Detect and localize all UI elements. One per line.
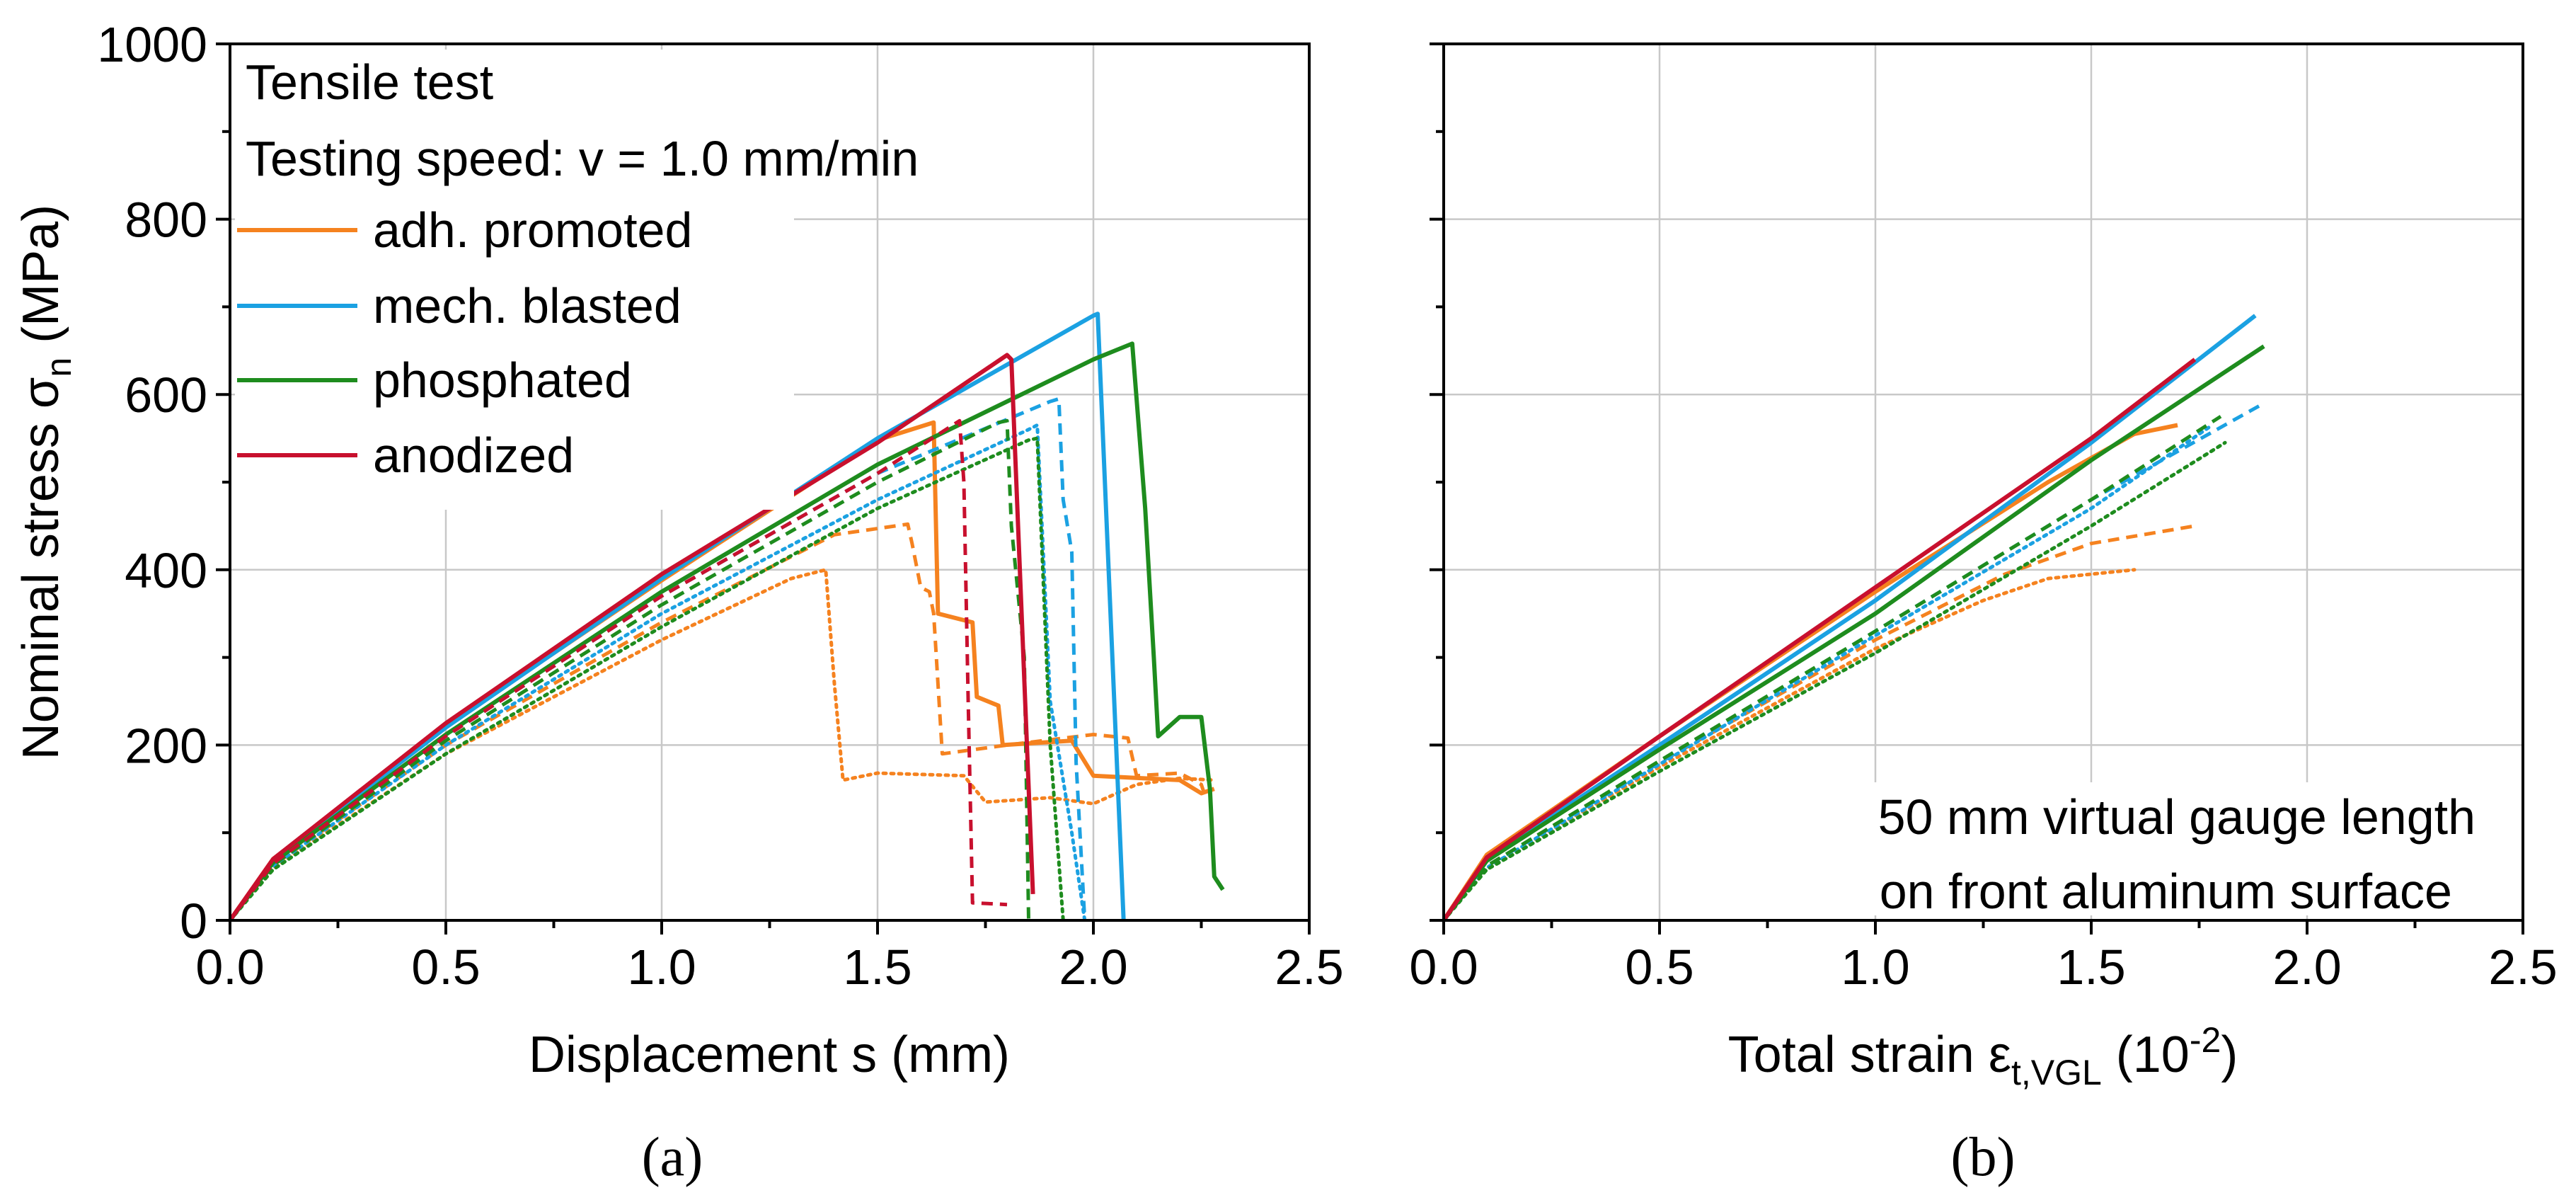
- panel-b-annotation-line2: on front aluminum surface: [1880, 864, 2452, 919]
- panel-b-caption: (b): [1951, 1126, 2016, 1187]
- panel-a-xtick-label: 1.0: [627, 939, 696, 995]
- panel-a-ytick-label: 400: [125, 543, 207, 598]
- panel-a-ytick-label: 200: [125, 718, 207, 773]
- panel-a-xtick-label: 1.5: [843, 939, 912, 995]
- panel-a-series-anodized-dashed: [230, 418, 1008, 920]
- panel-b-xlabel-unit: (10: [2102, 1027, 2190, 1083]
- panel-b-series-anodized-solid: [1444, 358, 2197, 920]
- panel-a-ytick-label: 1000: [97, 17, 207, 72]
- panel-a-annotation-speed: Testing speed: v = 1.0 mm/min: [246, 131, 919, 186]
- legend-label-anodized: anodized: [373, 428, 574, 483]
- panel-a-ylabel-main: Nominal stress σ: [13, 377, 69, 760]
- panel-b-xtick-label: 2.0: [2272, 939, 2341, 995]
- panel-b-annotation-background: [1695, 782, 2517, 915]
- panel-b-xlabel-main: Total strain ε: [1728, 1027, 2011, 1083]
- panel-a-series-adh-promoted-dashed: [230, 522, 1207, 920]
- panel-a-series-adh-promoted-dotted: [230, 568, 1217, 920]
- panel-b-series-phosphated-dashed: [1444, 415, 2222, 920]
- panel-b-xtick-label: 0.0: [1409, 939, 1478, 995]
- panel-a-xlabel: Displacement s (mm): [529, 1027, 1010, 1083]
- panel-a-xtick-label: 0.0: [195, 939, 264, 995]
- panel-a-series-phosphated-solid: [230, 341, 1225, 920]
- legend-label-adh-promoted: adh. promoted: [373, 202, 692, 258]
- panel-b-xlabel-close: ): [2221, 1027, 2238, 1083]
- panel-b: 0.0 0.5 1.0 1.5 2.0 2.5 50 mm virtual gauge l…: [1409, 42, 2558, 1187]
- panel-b-grid: [1444, 44, 2523, 920]
- panel-a-series: [230, 312, 1225, 920]
- panel-a-caption: (a): [642, 1126, 703, 1187]
- panel-b-ticks: 0.0 0.5 1.0 1.5 2.0 2.5: [1409, 42, 2558, 995]
- panel-b-xtick-label: 1.5: [2057, 939, 2125, 995]
- panel-b-xlabel-superscript: -2: [2190, 1020, 2221, 1060]
- panel-a-xtick-label: 2.5: [1275, 939, 1343, 995]
- panel-a-legend-background: [235, 50, 794, 510]
- panel-a-series-phosphated-dotted: [230, 436, 1065, 920]
- panel-a-annotation-title: Tensile test: [246, 55, 493, 110]
- panel-a-series-mech-blasted-dashed: [230, 396, 1087, 920]
- panel-a-series-mech-blasted-dotted: [230, 423, 1087, 920]
- panel-b-xlabel: Total strain εt,VGL (10-2): [1728, 1020, 2238, 1092]
- panel-a-ytick-label: 600: [125, 367, 207, 423]
- panel-a: 0.0 0.5 1.0 1.5 2.0 2.5 0 200 400 600 800 1000 Tens…: [13, 17, 1344, 1187]
- panel-a-xtick-label: 2.0: [1059, 939, 1127, 995]
- panel-a-ytick-label: 800: [125, 193, 207, 248]
- panel-a-ylabel-subscript: n: [39, 358, 79, 377]
- legend-label-phosphated: phosphated: [373, 353, 632, 408]
- panel-b-xtick-label: 2.5: [2488, 939, 2557, 995]
- panel-a-series-phosphated-dashed: [230, 418, 1030, 920]
- panel-b-xtick-label: 1.0: [1841, 939, 1909, 995]
- panel-b-xtick-label: 0.5: [1625, 939, 1694, 995]
- panel-a-xtick-label: 0.5: [411, 939, 480, 995]
- panel-b-series-phosphated-dotted: [1444, 440, 2227, 920]
- panel-b-annotation-line1: 50 mm virtual gauge length: [1878, 789, 2476, 845]
- panel-a-legend: adh. promoted mech. blasted phosphated a…: [237, 202, 692, 483]
- panel-b-xlabel-subscript: t,VGL: [2011, 1053, 2102, 1092]
- legend-label-mech-blasted: mech. blasted: [373, 278, 682, 333]
- panel-b-series: [1444, 314, 2265, 920]
- panel-a-ytick-label: 0: [180, 893, 207, 949]
- panel-b-series-adh-promoted-dotted: [1444, 568, 2137, 920]
- panel-a-ylabel-unit: (MPa): [13, 205, 69, 358]
- panel-b-series-adh-promoted-dashed: [1444, 524, 2195, 920]
- panel-a-ylabel: Nominal stress σn (MPa): [13, 205, 79, 760]
- panel-a-ticks: 0.0 0.5 1.0 1.5 2.0 2.5 0 200 400 600 800 1000: [97, 17, 1343, 995]
